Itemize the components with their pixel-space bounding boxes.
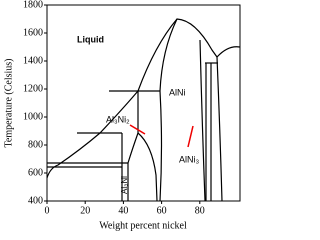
y-tick-label: 600	[28, 167, 43, 178]
y-tick-label: 1000	[23, 111, 43, 122]
annotation: AlNi	[169, 87, 186, 97]
y-axis-label: Temperature (Celsius)	[3, 59, 14, 148]
x-tick-label: 0	[45, 205, 50, 216]
pointer	[129, 124, 146, 135]
phase-boundaries	[46, 18, 241, 202]
y-tick-label: 800	[28, 139, 43, 150]
x-tick-label: 80	[195, 205, 205, 216]
plot-frame	[46, 4, 241, 202]
x-tick-label: 20	[80, 205, 90, 216]
x-axis-label: Weight percent nickel	[99, 220, 187, 231]
chart: Liquid AlNi Al₃Ni₂ Al₃Ni AlNi₃ Weight pe…	[3, 0, 241, 231]
y-tick-label: 1600	[23, 27, 43, 38]
annotation: Al₃Ni	[120, 176, 129, 194]
annotation: AlNi₃	[179, 154, 200, 164]
x-tick-label: 60	[157, 205, 167, 216]
pointer	[187, 125, 194, 148]
annotation: Liquid	[77, 34, 104, 44]
y-tick-label: 1200	[23, 83, 43, 94]
y-tick-label: 1800	[23, 0, 43, 10]
y-tick-label: 1400	[23, 55, 43, 66]
x-tick-label: 40	[118, 205, 128, 216]
y-tick-label: 400	[28, 195, 43, 206]
annotation: Al₃Ni₂	[106, 114, 130, 124]
